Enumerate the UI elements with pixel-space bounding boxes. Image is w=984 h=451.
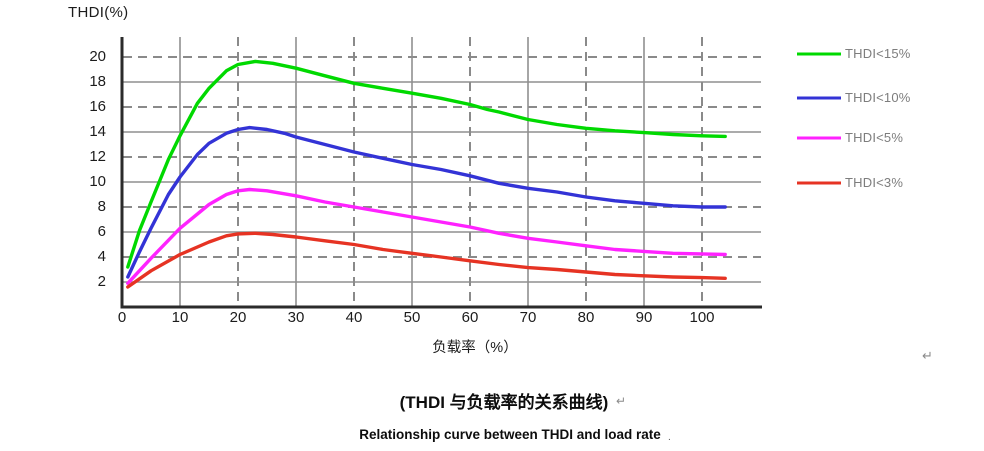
x-axis-title: 负载率（%） bbox=[432, 340, 518, 356]
x-tick-label: 20 bbox=[229, 309, 247, 326]
axes bbox=[120, 37, 762, 309]
y-tick-label: 10 bbox=[89, 173, 106, 190]
y-tick-label: 20 bbox=[89, 48, 106, 65]
y-tick-label: 8 bbox=[97, 198, 106, 215]
curve-thdi-10- bbox=[126, 125, 727, 279]
legend-label: THDI<3% bbox=[845, 175, 904, 190]
caption-english-end-mark: . bbox=[668, 432, 671, 443]
y-tick-label: 2 bbox=[97, 273, 106, 290]
y-tick-label: 16 bbox=[89, 98, 106, 115]
x-tick-label: 90 bbox=[635, 309, 653, 326]
curve-thdi-5- bbox=[126, 187, 727, 285]
x-tick-label: 30 bbox=[287, 309, 305, 326]
legend-label: THDI<5% bbox=[845, 130, 904, 145]
x-tick-label: 60 bbox=[461, 309, 479, 326]
legend-label: THDI<15% bbox=[845, 46, 911, 61]
y-tick-label: 6 bbox=[97, 223, 106, 240]
y-tick-label: 12 bbox=[89, 148, 106, 165]
x-tick-label: 100 bbox=[689, 309, 715, 326]
paragraph-return-mark: ↵ bbox=[922, 348, 933, 363]
caption-chinese-return-mark: ↵ bbox=[616, 394, 627, 408]
x-tick-label: 80 bbox=[577, 309, 595, 326]
curve-thdi-15- bbox=[126, 59, 727, 269]
x-tick-label: 40 bbox=[345, 309, 363, 326]
curve-thdi-3- bbox=[126, 231, 727, 289]
y-axis-title: THDI(%) bbox=[68, 4, 129, 21]
y-tick-label: 4 bbox=[97, 248, 106, 265]
x-tick-label: 70 bbox=[519, 309, 537, 326]
caption-english: Relationship curve between THDI and load… bbox=[359, 427, 661, 442]
x-tick-label: 50 bbox=[403, 309, 421, 326]
legend-label: THDI<10% bbox=[845, 90, 911, 105]
caption-chinese: (THDI 与负载率的关系曲线) bbox=[399, 393, 609, 412]
y-tick-label: 18 bbox=[89, 73, 106, 90]
x-tick-label: 10 bbox=[171, 309, 189, 326]
y-tick-label: 14 bbox=[89, 123, 106, 140]
x-tick-label: 0 bbox=[117, 309, 127, 326]
